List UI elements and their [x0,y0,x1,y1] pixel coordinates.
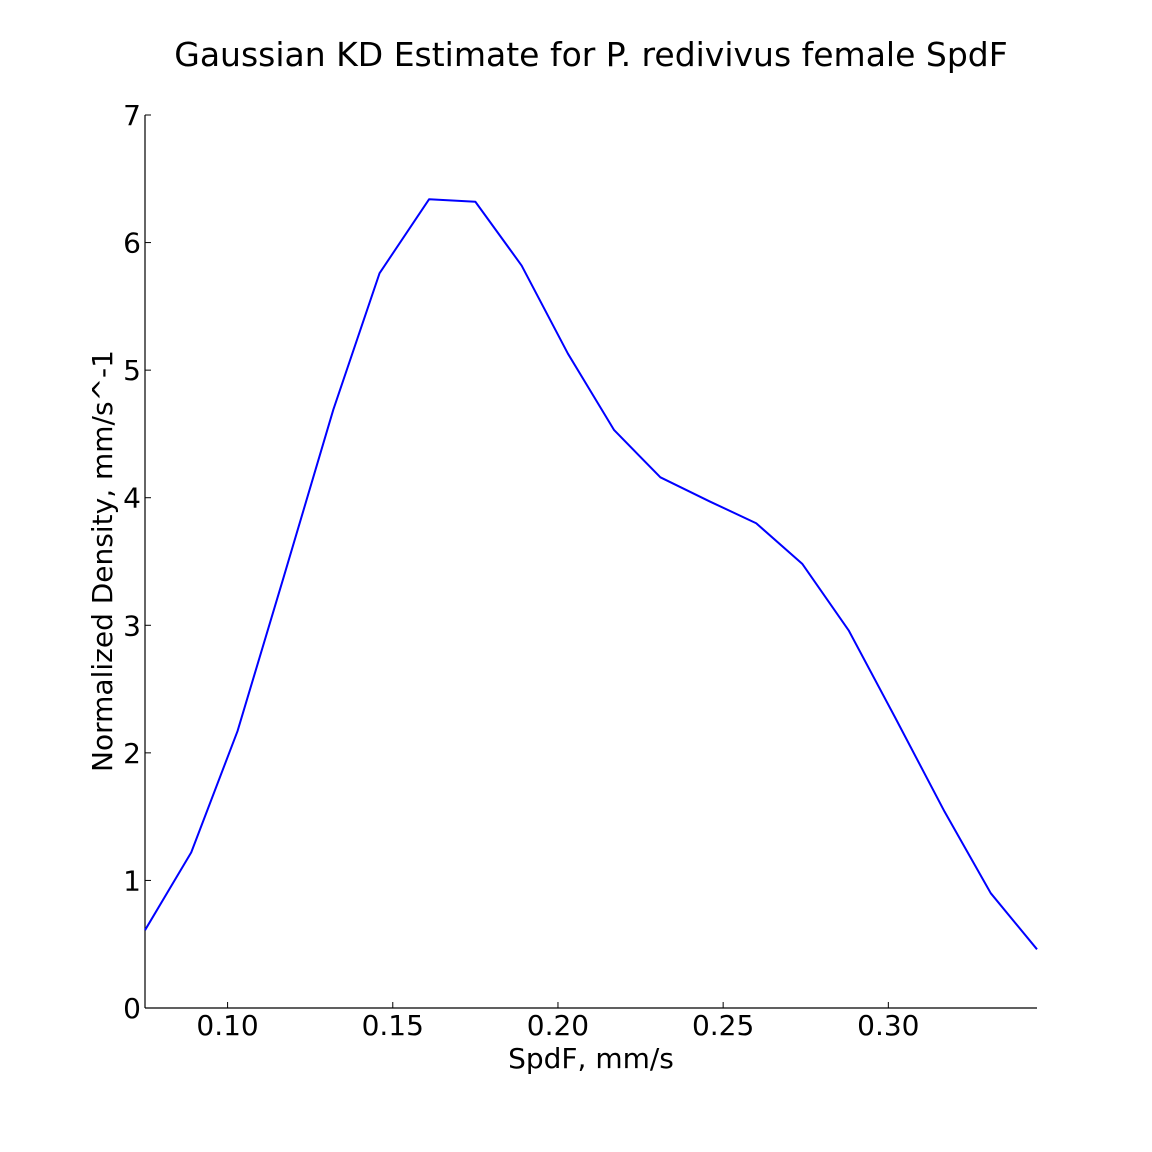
x-tick-label: 0.15 [362,1009,424,1042]
x-tick-label: 0.10 [196,1009,258,1042]
y-tick-label: 4 [123,482,141,515]
y-ticks: 0 1 2 3 4 5 6 7 [123,99,151,1025]
y-tick-label: 1 [123,864,141,897]
x-ticks: 0.10 0.15 0.20 0.25 0.30 [196,1002,920,1042]
series-group [144,198,1038,950]
y-axis-label: Normalized Density, mm/s^-1 [86,350,119,772]
y-tick-label: 7 [123,99,141,132]
x-tick-label: 0.30 [857,1009,919,1042]
series-line-0 [144,198,1038,950]
x-tick-label: 0.20 [527,1009,589,1042]
y-tick-label: 3 [123,609,141,642]
x-axis-label: SpdF, mm/s [508,1042,674,1075]
y-tick-label: 0 [123,992,141,1025]
x-tick-label: 0.25 [692,1009,754,1042]
y-tick-label: 2 [123,737,141,770]
chart-title: Gaussian KD Estimate for P. redivivus fe… [174,35,1007,74]
plot-area: 0 1 2 3 4 5 6 7 0.10 0.15 0.20 0.25 0.30 [123,99,1038,1042]
y-tick-label: 5 [123,354,141,387]
y-tick-label: 6 [123,227,141,260]
